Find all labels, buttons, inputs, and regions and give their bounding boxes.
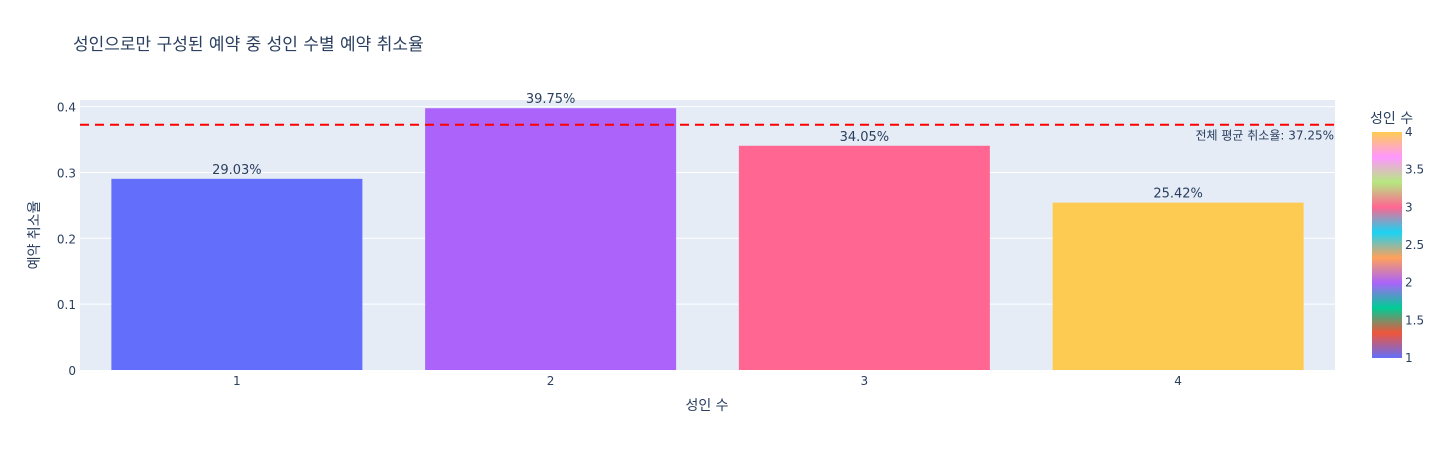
bar-data-label: 29.03% [212,163,262,178]
average-line-label: 전체 평균 취소율: 37.25% [1195,129,1334,143]
bars [111,108,1304,371]
x-axis-title: 성인 수 [685,398,728,414]
y-axis-title: 예약 취소율 [27,200,43,269]
x-tick-label: 3 [861,374,869,388]
x-tick-label: 4 [1174,374,1182,388]
bar-data-label: 25.42% [1153,187,1203,202]
y-axis-ticks: 0 0.1 0.2 0.3 0.4 [57,101,76,378]
x-tick-label: 2 [547,374,555,388]
colorbar-title: 성인 수 [1370,111,1413,127]
reference-line-group: 전체 평균 취소율: 37.25% [80,123,1335,143]
y-tick-label: 0.3 [57,166,76,180]
bar-data-label: 39.75% [526,92,576,107]
colorbar-tick-label: 4 [1405,125,1413,139]
colorbar-ticks: 1 1.5 2 2.5 3 3.5 4 [1405,125,1424,365]
colorbar-tick-label: 1 [1405,351,1413,365]
bar [111,178,363,370]
x-tick-label: 1 [233,374,241,388]
bar [1052,202,1304,370]
bar [425,108,677,371]
data-labels: 29.03% 39.75% 34.05% 25.42% [212,92,1203,201]
colorbar-tick-label: 2.5 [1405,238,1424,252]
colorbar-tick-label: 2 [1405,276,1413,290]
colorbar-tick-label: 3.5 [1405,163,1424,177]
y-tick-label: 0.2 [57,232,76,246]
colorbar-tick-label: 3 [1405,200,1413,214]
y-tick-label: 0.1 [57,298,76,312]
x-axis-ticks: 1 2 3 4 [233,374,1182,388]
bar-data-label: 34.05% [840,130,890,145]
y-tick-label: 0.4 [57,101,76,115]
colorbar-tick-label: 1.5 [1405,313,1424,327]
y-tick-label: 0 [68,364,76,378]
bar [738,145,990,370]
chart-title: 성인으로만 구성된 예약 중 성인 수별 예약 취소율 [73,35,424,55]
colorbar [1372,132,1402,358]
